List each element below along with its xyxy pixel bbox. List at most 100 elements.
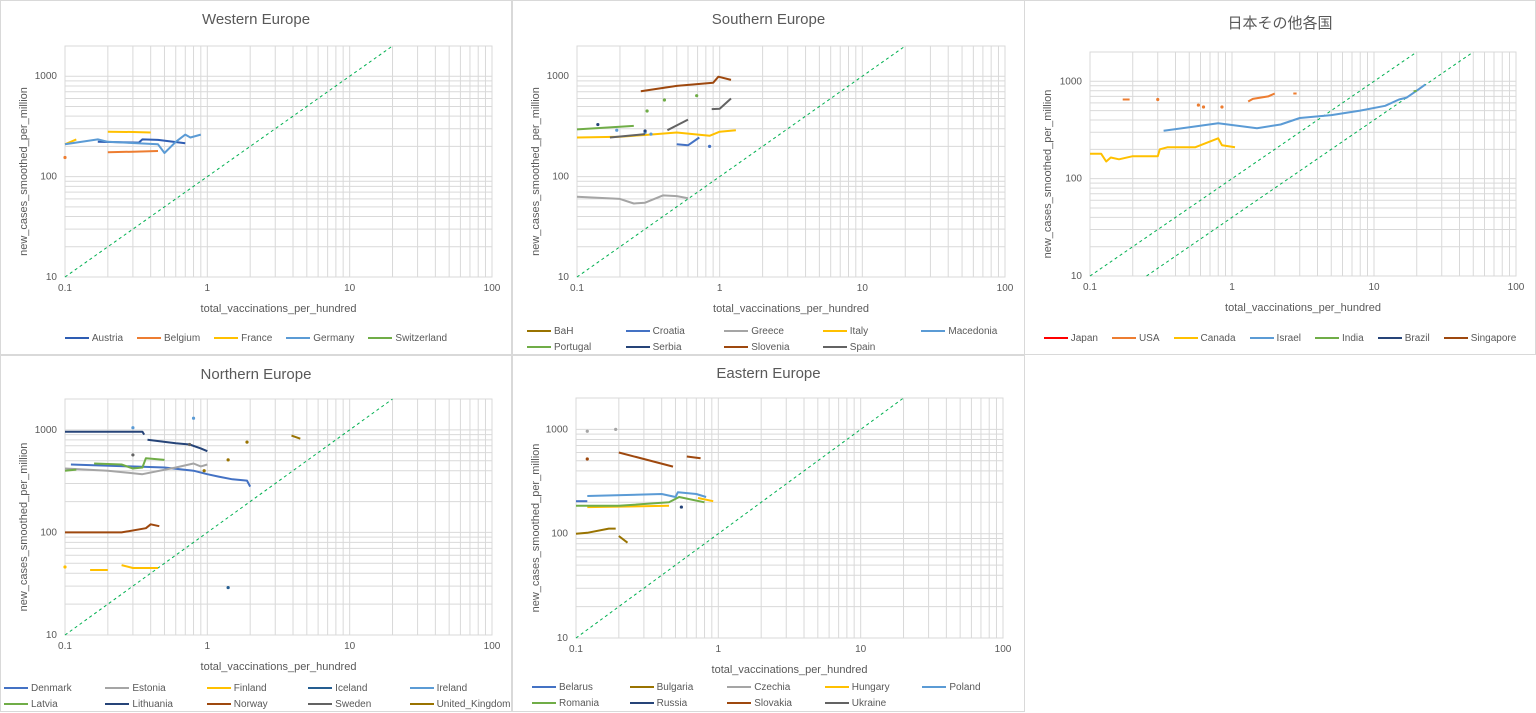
legend-label: Hungary (851, 681, 890, 693)
series-estonia (64, 462, 208, 476)
series-line (65, 523, 160, 534)
legend: BaH Croatia Greece Italy Macedonia Portugal Se… (527, 323, 1020, 355)
y-tick-label: 1000 (547, 71, 570, 82)
y-tick-label: 10 (557, 633, 569, 644)
legend: Japan USA Canada Israel India Brazil Singapore (1025, 330, 1535, 346)
y-tick-label: 100 (40, 527, 57, 538)
series-line (697, 497, 714, 503)
x-tick-label: 0.1 (569, 644, 583, 655)
legend-item: Iceland (308, 680, 409, 696)
data-point (614, 427, 618, 431)
series-finland (63, 564, 158, 571)
series-line (65, 430, 146, 436)
legend-swatch (368, 337, 393, 339)
data-point (1201, 105, 1206, 109)
legend-swatch (822, 330, 847, 332)
legend-item: Norway (206, 696, 308, 712)
data-point (649, 132, 653, 136)
plot-svg: 0.1 1 10 100 10 100 1000 total_vaccinations_per… (18, 398, 501, 673)
legend-item: Greece (724, 323, 823, 339)
y-tick-label: 1000 (546, 424, 569, 435)
series-line (64, 468, 77, 472)
y-tick-label: 100 (551, 529, 568, 540)
legend-swatch (1043, 337, 1068, 339)
series-croatia (676, 136, 712, 148)
series-line (576, 194, 689, 205)
series-line (666, 118, 689, 132)
legend-item: Serbia (625, 339, 725, 355)
data-point (187, 442, 192, 447)
legend-swatch (4, 687, 28, 689)
series-line (618, 535, 629, 544)
data-point (695, 94, 699, 98)
series-line (640, 75, 732, 93)
series-slovakia (585, 451, 701, 468)
series-line (711, 97, 732, 111)
y-tick-label: 100 (552, 172, 569, 183)
series-line (1090, 137, 1236, 163)
legend-swatch (1173, 337, 1198, 339)
legend-swatch (1443, 337, 1468, 339)
series-line (107, 150, 159, 154)
legend-label: Finland (233, 682, 267, 694)
plot-border (64, 398, 493, 636)
chart-title: Northern Europe (200, 366, 312, 383)
data-point (645, 109, 649, 113)
data-point (191, 416, 196, 420)
series-india (1413, 89, 1417, 93)
legend-swatch (724, 330, 749, 332)
x-tick-label: 0.1 (58, 283, 72, 294)
chart-title: 日本その他各国 (1227, 15, 1333, 32)
legend-item: Finland (206, 680, 308, 696)
series-canada (1090, 137, 1236, 163)
legend-item: Estonia (105, 680, 206, 696)
legend-swatch (214, 337, 239, 339)
series-slovenia (640, 75, 732, 93)
legend-swatch (527, 330, 551, 332)
plot-border (576, 45, 1006, 278)
legend-swatch (532, 702, 556, 704)
data-point (1220, 105, 1224, 109)
y-tick-label: 100 (1065, 174, 1082, 185)
series-line (107, 130, 151, 134)
legend-swatch (921, 330, 946, 332)
series-russia (679, 505, 683, 509)
legend-label: Croatia (652, 325, 685, 337)
data-point (202, 469, 206, 473)
series-ireland (131, 416, 196, 430)
series-line (94, 457, 165, 470)
legend-item: Bulgaria (629, 679, 728, 695)
series-line (609, 133, 646, 139)
chart-western-europe: 0.1 1 10 100 10 100 1000 total_vaccinations_per… (0, 0, 512, 355)
x-tick-label: 1 (205, 283, 211, 294)
x-tick-label: 100 (995, 644, 1012, 655)
legend-item: Austria (64, 330, 123, 346)
data-point (226, 585, 230, 590)
legend-item: USA (1111, 330, 1160, 346)
y-tick-label: 10 (46, 272, 58, 283)
plot-svg: 0.1 1 10 100 10 100 1000 total_vaccinations_per… (18, 45, 501, 315)
legend-swatch (409, 703, 434, 705)
legend-item: Ukraine (824, 695, 923, 711)
legend-label: Poland (949, 681, 981, 693)
legend-label: Russia (656, 697, 688, 709)
y-tick-label: 1000 (35, 425, 58, 436)
legend-item: Sweden (308, 696, 409, 712)
series-sweden (131, 442, 192, 457)
legend-item: Italy (822, 323, 922, 339)
legend-item: Russia (629, 695, 728, 711)
legend-swatch (724, 346, 749, 348)
legend-swatch (286, 337, 311, 339)
legend-swatch (1315, 337, 1339, 339)
chart-title: Eastern Europe (716, 365, 821, 382)
legend-item: Poland (922, 679, 1020, 695)
legend-item: Denmark (4, 680, 105, 696)
chart-title: Western Europe (201, 11, 311, 28)
series-line (64, 133, 202, 154)
series-iceland (226, 585, 230, 590)
y-axis-title: new_cases_smoothed_per_million (530, 87, 542, 256)
series-italy (576, 129, 736, 139)
legend-item: BaH (527, 323, 626, 339)
legend-item: Macedonia (921, 323, 1020, 339)
series-spain (609, 97, 732, 139)
